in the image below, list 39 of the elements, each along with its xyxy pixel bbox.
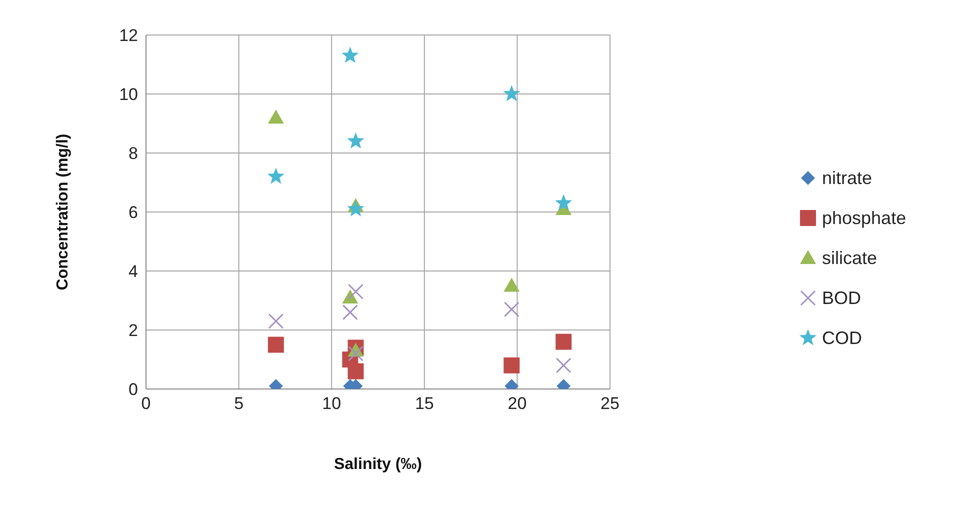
y-tick-label: 8 (128, 144, 138, 164)
point (347, 200, 364, 216)
point (348, 346, 364, 362)
x-tick-label: 10 (322, 394, 342, 414)
point (348, 363, 364, 380)
x-tick-label: 25 (600, 394, 620, 414)
legend-label: BOD (822, 288, 862, 308)
point (268, 110, 284, 124)
legend-label: phosphate (822, 208, 906, 228)
y-tick-label: 4 (128, 262, 138, 282)
y-tick-label: 12 (119, 26, 138, 46)
point (268, 313, 284, 329)
legend-label: nitrate (822, 168, 872, 188)
point (504, 278, 520, 292)
legend-label: COD (822, 328, 862, 348)
point (556, 334, 572, 350)
x-tick-label: 0 (141, 394, 151, 414)
point (504, 302, 520, 318)
y-tick-label: 10 (119, 85, 138, 104)
x-tick-label: 5 (234, 394, 244, 414)
point (348, 284, 364, 300)
point (342, 290, 358, 304)
point (267, 168, 284, 184)
point (503, 85, 520, 102)
point (555, 194, 572, 210)
y-tick-label: 2 (128, 321, 138, 340)
point (342, 304, 358, 320)
legend-label: silicate (822, 248, 878, 268)
y-axis-title: Concentration (mg/l) (54, 134, 72, 290)
x-axis-title: Salinity (‰) (334, 456, 422, 473)
point (504, 357, 520, 374)
point (556, 358, 572, 374)
x-tick-label: 15 (414, 394, 434, 414)
y-tick-label: 0 (128, 380, 138, 400)
point (342, 46, 359, 63)
point (347, 132, 364, 148)
x-tick-label: 20 (508, 394, 527, 414)
point (268, 336, 284, 353)
y-tick-label: 6 (128, 203, 138, 222)
